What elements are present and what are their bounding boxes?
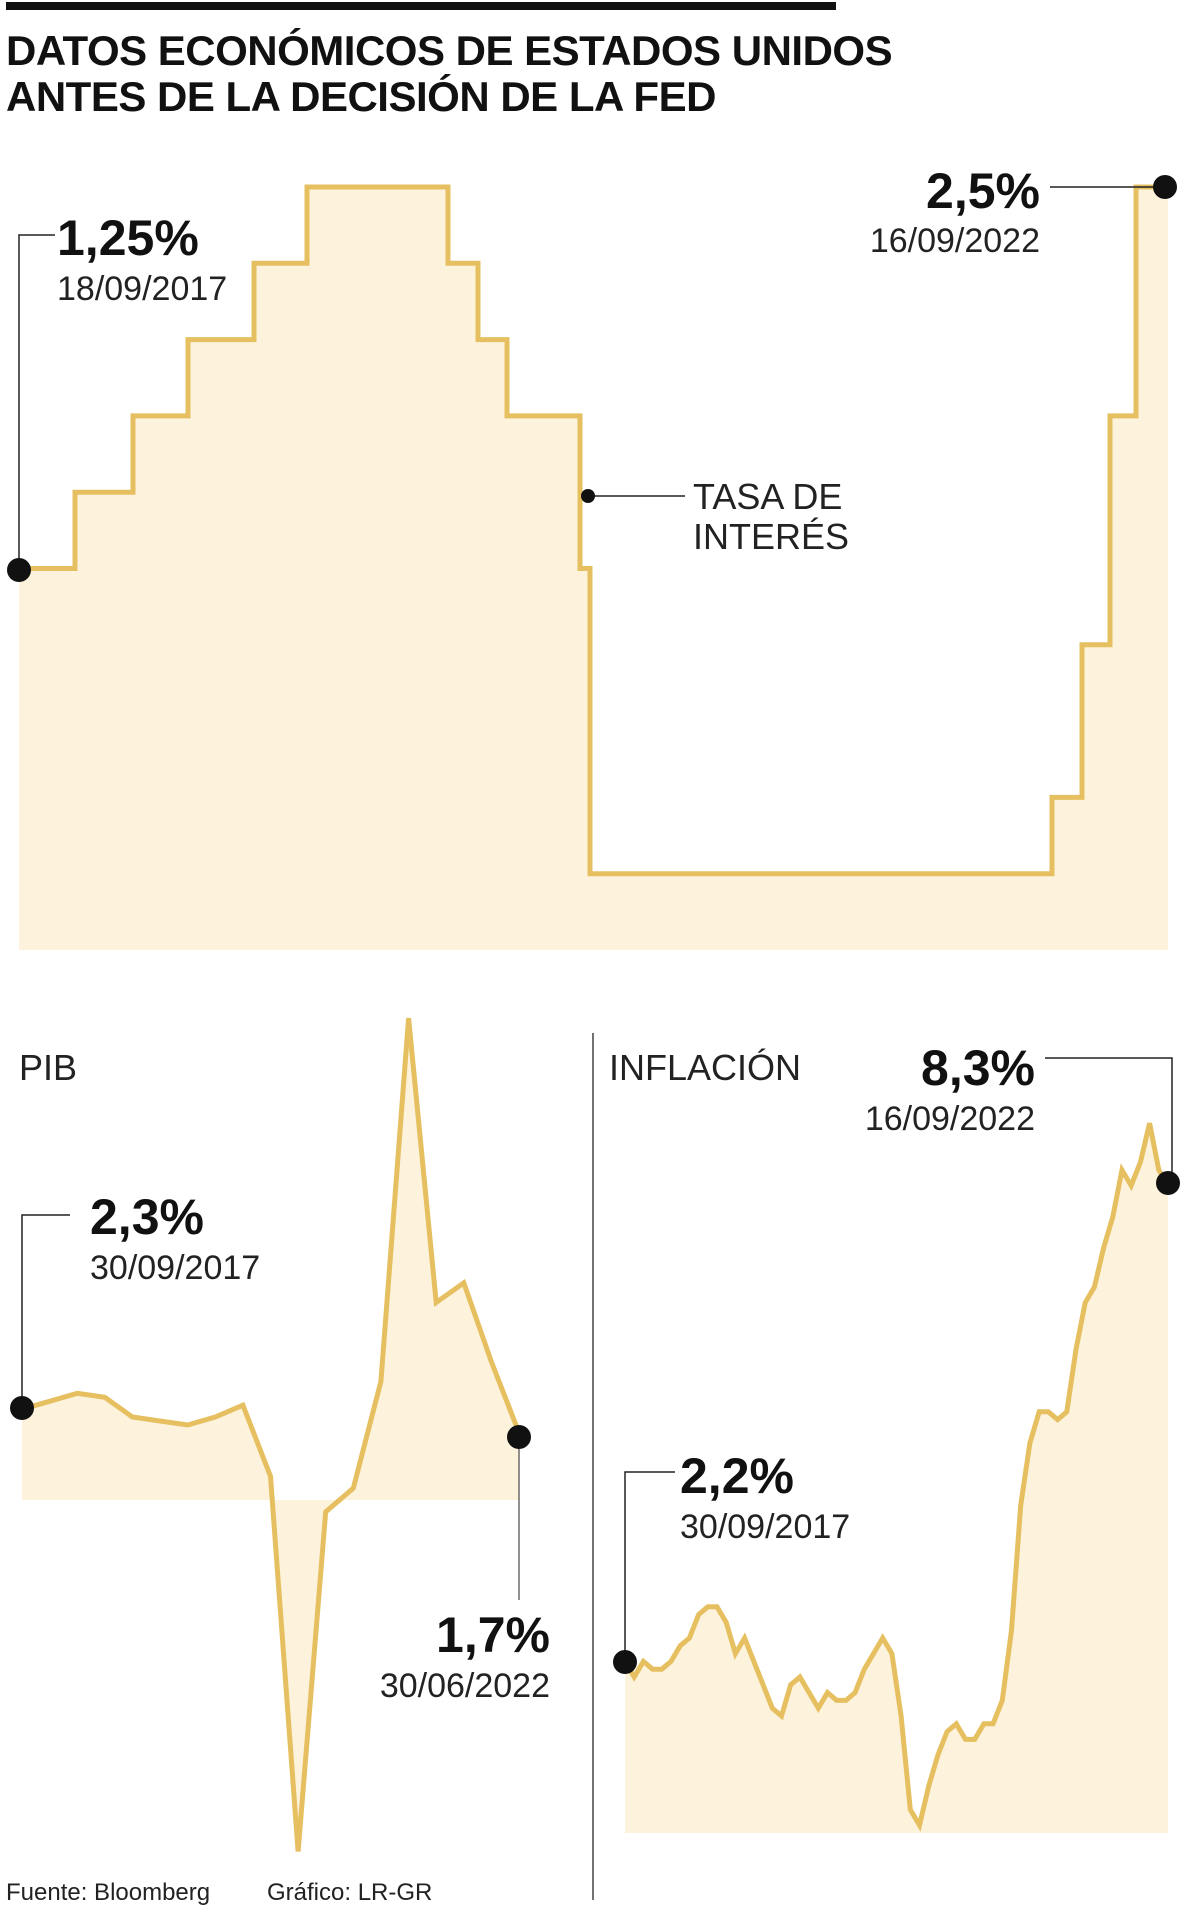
inflation-area (625, 1123, 1168, 1833)
inflation-chart-label: INFLACIÓN (609, 1047, 801, 1088)
inflation-line (622, 1122, 1171, 1832)
gdp-end-dot (507, 1425, 531, 1449)
title-rule (6, 2, 836, 10)
inflation-chart: INFLACIÓN 2,2% 30/09/2017 8,3% 16/09/202… (609, 1040, 1180, 1833)
rate-area (19, 187, 1168, 950)
rate-start-leader (18, 234, 55, 570)
rate-series-label-1: TASA DE (693, 476, 842, 517)
rate-end-dot (1153, 175, 1177, 199)
inflation-start-leader (624, 1471, 675, 1662)
credit-note: Gráfico: LR-GR (267, 1879, 432, 1906)
rate-label-dot (581, 489, 595, 503)
gdp-start-value: 2,3% (90, 1189, 204, 1245)
inflation-start-dot (613, 1650, 637, 1674)
gdp-start-leader (21, 1214, 70, 1408)
rate-end-date: 16/09/2022 (870, 222, 1040, 260)
page-title: DATOS ECONÓMICOS DE ESTADOS UNIDOS ANTES… (6, 28, 906, 120)
gdp-chart-label: PIB (19, 1047, 77, 1088)
gdp-start-date: 30/09/2017 (90, 1249, 260, 1287)
inflation-end-value: 8,3% (921, 1040, 1035, 1096)
gdp-end-value: 1,7% (436, 1607, 550, 1663)
inflation-start-date: 30/09/2017 (680, 1508, 850, 1546)
rate-line (19, 184, 1168, 877)
inflation-end-dot (1156, 1171, 1180, 1195)
inflation-end-date: 16/09/2022 (865, 1100, 1035, 1138)
gdp-line (21, 1017, 522, 1852)
rate-start-dot (7, 558, 31, 582)
gdp-chart: PIB 2,3% 30/09/2017 1,7% 30/06/2022 (10, 1017, 550, 1852)
rate-start-value: 1,25% (57, 210, 199, 266)
title-line-2: ANTES DE LA DECISIÓN DE LA FED (6, 73, 716, 120)
rate-chart: 1,25% 18/09/2017 2,5% 16/09/2022 TASA DE… (7, 163, 1177, 950)
rate-start-date: 18/09/2017 (57, 270, 227, 308)
rate-end-value: 2,5% (926, 163, 1040, 219)
gdp-end-date: 30/06/2022 (380, 1667, 550, 1705)
rate-series-label-2: INTERÉS (693, 516, 849, 557)
source-note: Fuente: Bloomberg (6, 1879, 210, 1906)
inflation-start-value: 2,2% (680, 1448, 794, 1504)
title-line-1: DATOS ECONÓMICOS DE ESTADOS UNIDOS (6, 27, 893, 74)
inflation-end-leader (1045, 1057, 1173, 1183)
gdp-start-dot (10, 1396, 34, 1420)
gdp-area (22, 1018, 519, 1852)
